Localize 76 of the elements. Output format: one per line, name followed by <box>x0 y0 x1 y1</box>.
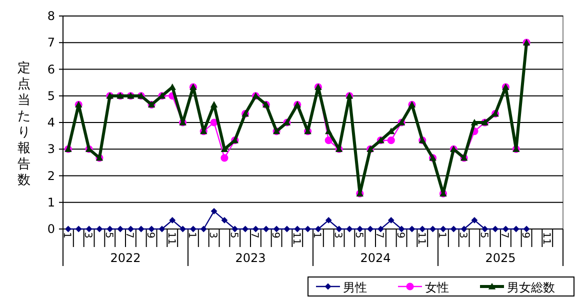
legend-label: 男性 <box>343 280 367 294</box>
x-tick-label: 9 <box>270 232 281 238</box>
point <box>336 226 342 232</box>
x-tick-label: 3 <box>332 232 344 238</box>
point <box>221 217 228 224</box>
point <box>169 217 176 224</box>
point <box>356 226 364 232</box>
x-tick-label: 1 <box>186 232 198 238</box>
legend-label: 女性 <box>425 280 449 294</box>
x-tick-label: 1 <box>311 232 322 238</box>
point <box>96 226 103 232</box>
x-tick-label: 9 <box>144 232 156 238</box>
x-tick-label: 5 <box>478 232 489 238</box>
point <box>482 226 488 232</box>
y-tick-label: 5 <box>47 88 55 103</box>
point <box>294 226 301 232</box>
x-tick-label: 5 <box>228 232 239 238</box>
x-tick-label: 11 <box>415 232 426 245</box>
point <box>324 136 332 144</box>
point <box>273 226 280 232</box>
x-tick-label: 9 <box>520 232 531 238</box>
x-tick-label: 5 <box>352 232 364 238</box>
x-tick-label: 7 <box>248 232 260 238</box>
y-tick-label: 2 <box>47 168 55 183</box>
text: 2024 <box>360 251 391 265</box>
point <box>262 226 270 232</box>
x-tick-label: 7 <box>124 232 135 238</box>
point <box>460 226 468 232</box>
point <box>232 226 238 232</box>
point <box>158 226 166 232</box>
y-tick-label: 7 <box>47 36 55 50</box>
x-tick-label: 11 <box>540 232 552 245</box>
legend-label: 男女総数 <box>507 280 555 294</box>
point <box>398 226 405 232</box>
x-tick-label: 3 <box>207 232 218 238</box>
point <box>106 226 114 232</box>
point <box>523 226 530 232</box>
point <box>408 226 416 232</box>
x-tick-label: 1 <box>61 232 72 238</box>
point <box>512 226 520 232</box>
x-tick-label: 3 <box>82 232 94 238</box>
point <box>419 226 426 232</box>
y-tick-label: 1 <box>47 195 55 210</box>
y-tick-label: 3 <box>47 142 55 156</box>
point <box>470 118 478 126</box>
x-tick-label: 1 <box>436 232 448 238</box>
x-tick-label: 7 <box>374 232 385 238</box>
text: 2023 <box>235 251 266 265</box>
y-tick-label: 0 <box>47 222 55 236</box>
point <box>387 136 395 144</box>
point <box>148 226 155 232</box>
point <box>450 226 457 232</box>
y-tick-label: 4 <box>47 116 55 130</box>
point <box>325 217 332 224</box>
text: 2025 <box>485 251 516 265</box>
x-tick-label: 9 <box>394 232 406 238</box>
point <box>210 101 218 108</box>
y-axis-title: 定点当たり報告数 <box>18 61 30 188</box>
point <box>220 154 228 162</box>
y-tick-label: 8 <box>47 9 55 23</box>
x-tick-label: 5 <box>102 232 114 238</box>
point <box>138 226 144 232</box>
text: 2022 <box>110 251 141 265</box>
x-tick-label: 11 <box>165 232 176 245</box>
point <box>210 208 218 214</box>
point <box>200 226 207 232</box>
x-tick-label: 7 <box>498 232 510 238</box>
point <box>471 217 478 224</box>
point <box>346 226 353 232</box>
x-tick-label: 3 <box>457 232 468 238</box>
y-tick-label: 6 <box>47 62 55 76</box>
point <box>75 226 82 232</box>
point <box>86 226 92 232</box>
point <box>284 226 290 232</box>
point <box>388 217 394 224</box>
x-tick-label: 11 <box>290 232 302 245</box>
